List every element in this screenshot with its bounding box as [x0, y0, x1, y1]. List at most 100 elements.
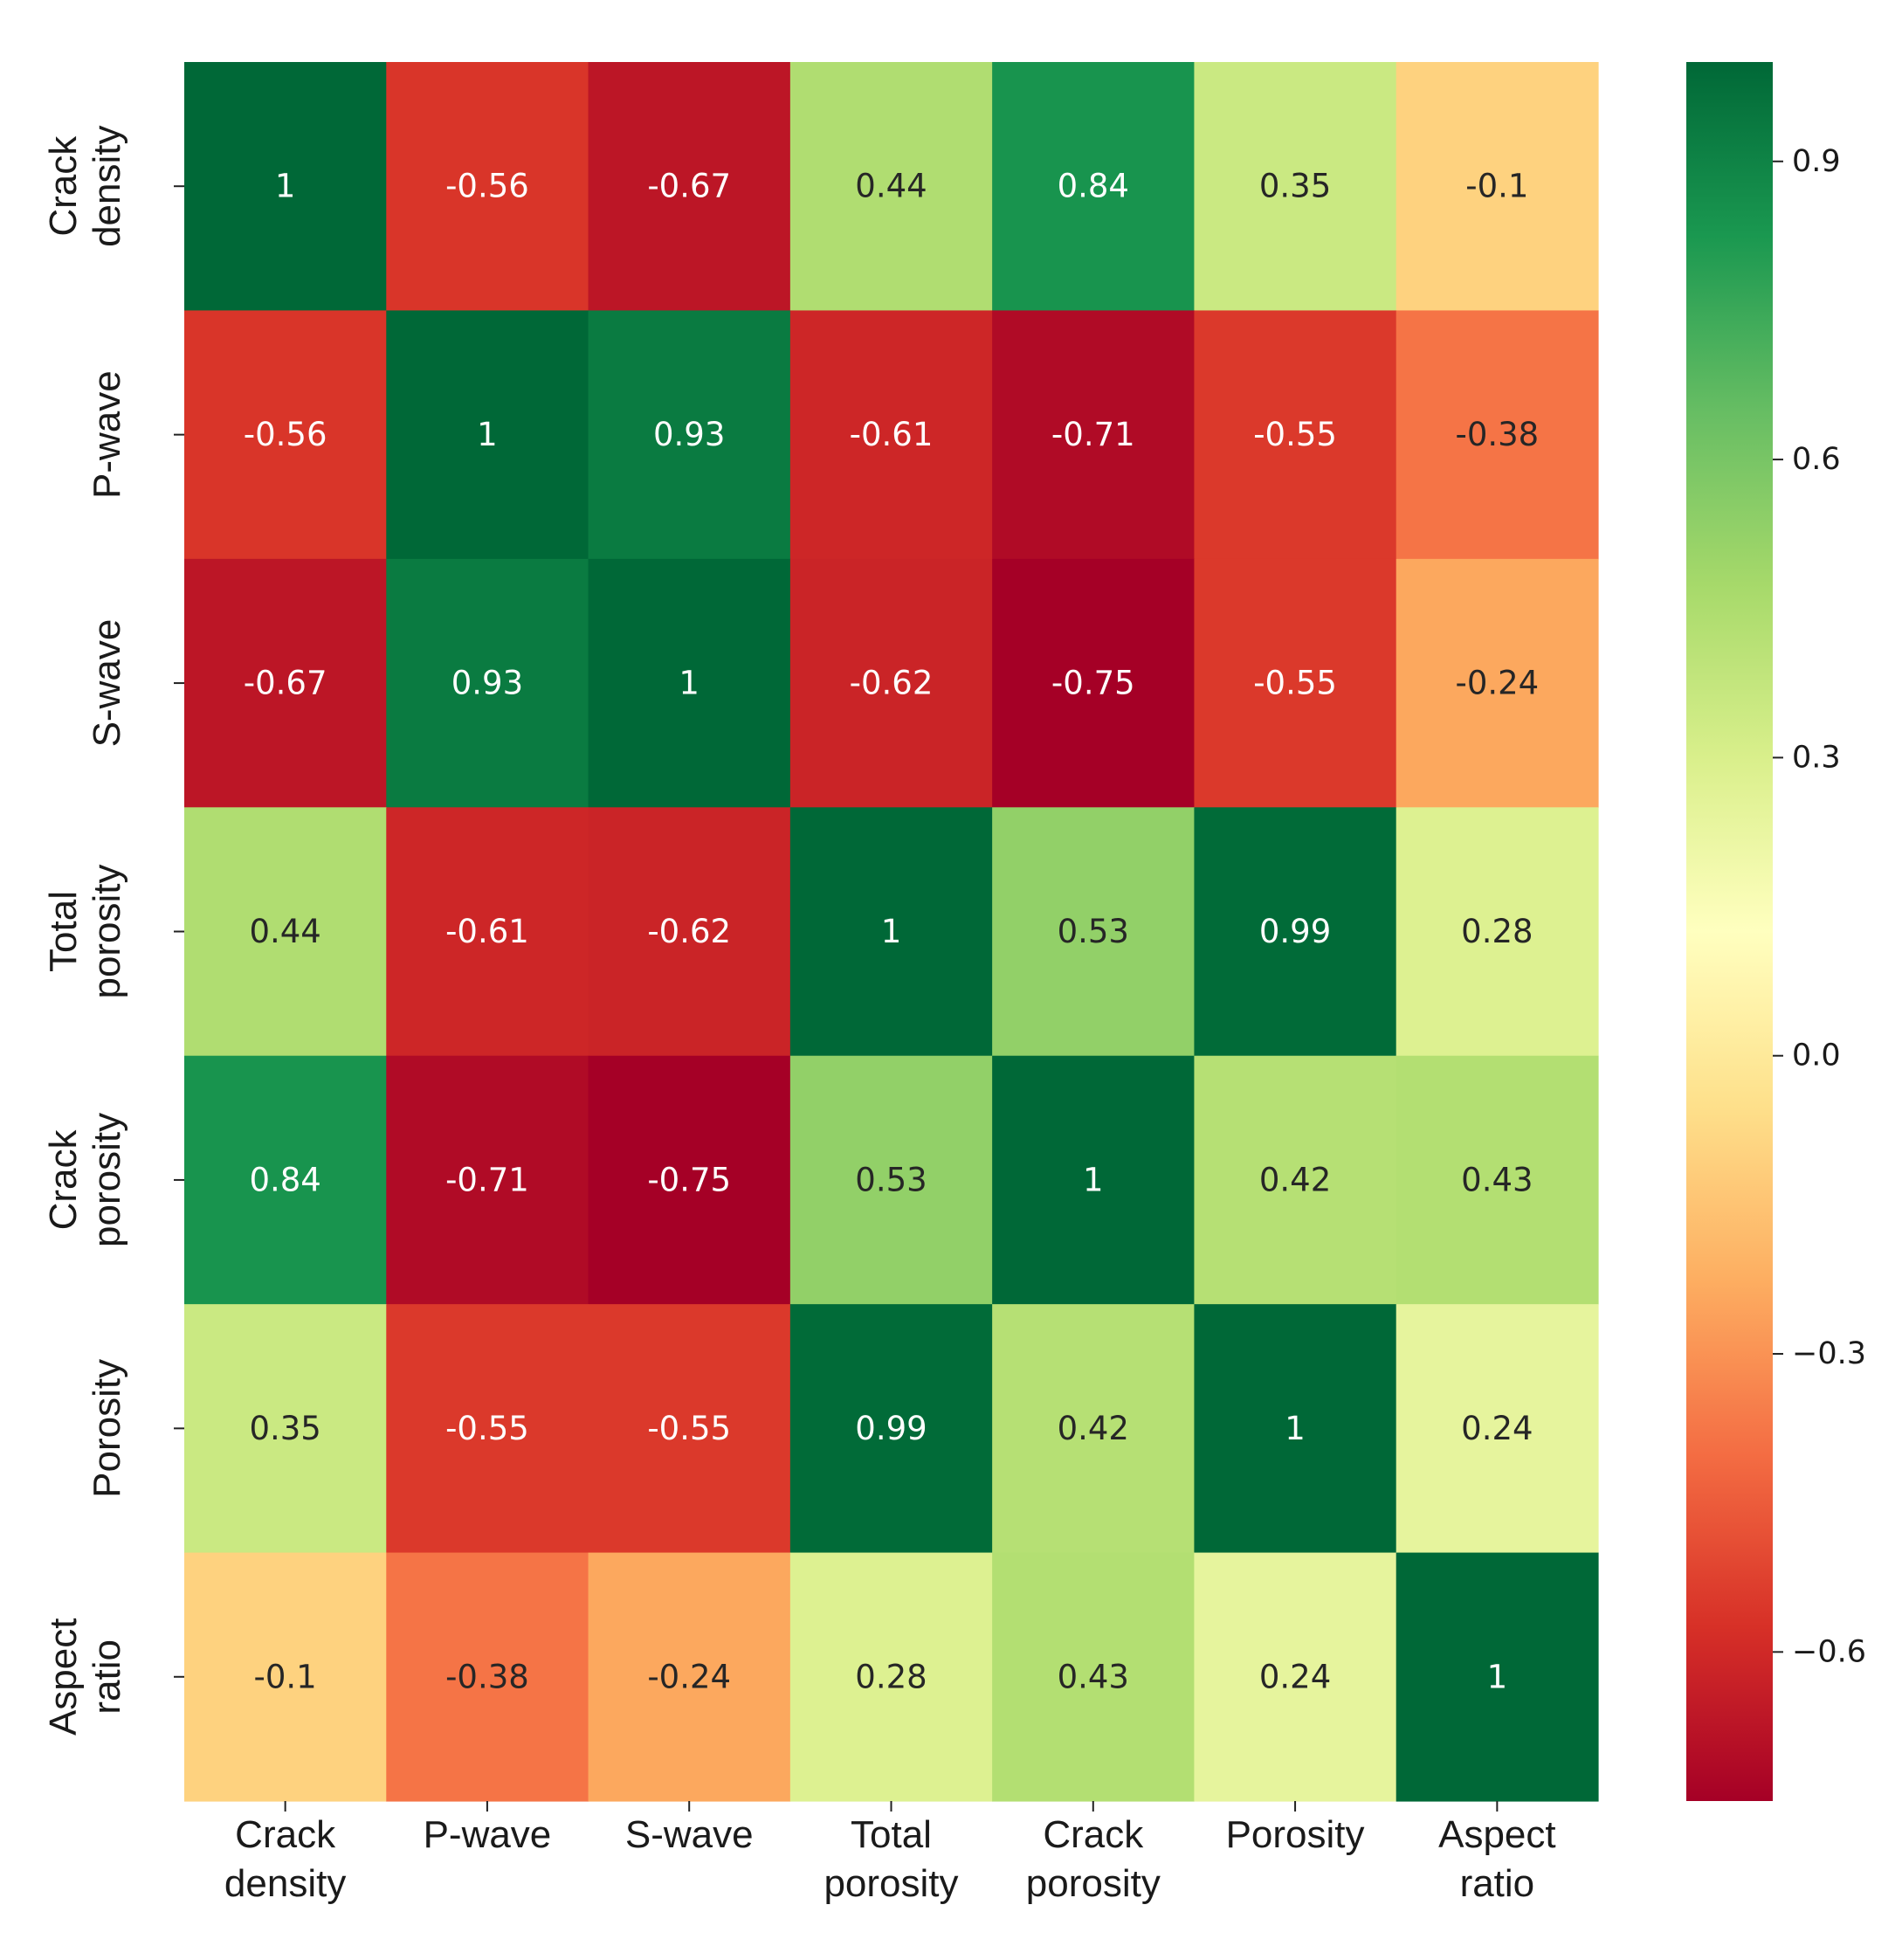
cell-value-label: -0.38 [1455, 416, 1539, 453]
heatmap-cell [386, 558, 589, 808]
cell-value-label: 0.84 [249, 1161, 320, 1198]
cell-value-label: -0.71 [445, 1161, 529, 1198]
cell-value-label: -0.38 [445, 1658, 529, 1695]
heatmap-cell [1395, 1055, 1599, 1305]
x-tick-label: Total porosity [824, 1813, 958, 1905]
heatmap-cell [992, 1552, 1196, 1802]
cell-value-label: 0.44 [855, 168, 927, 205]
x-tick-label-line: P-wave [424, 1813, 552, 1856]
cell-value-label: 0.93 [451, 665, 523, 702]
heatmap-cell [992, 558, 1196, 808]
cell-value-label: 1 [275, 168, 296, 205]
cell-value-label: 1 [477, 416, 498, 453]
cell-value-label: 1 [1487, 1658, 1508, 1695]
cell-value-label: -0.55 [1253, 665, 1337, 702]
cell-value-label: 0.43 [1461, 1161, 1533, 1198]
cell-value-label: 0.42 [1259, 1161, 1331, 1198]
x-tick-label-line: ratio [1460, 1862, 1535, 1905]
heatmap-cell [789, 1055, 993, 1305]
heatmap-cells [184, 62, 1599, 1802]
x-tick-label-line: porosity [824, 1862, 958, 1905]
y-tick-label: Crackdensity [42, 125, 128, 246]
cell-value-label: 0.99 [1259, 913, 1331, 950]
cell-value-label: -0.75 [647, 1161, 731, 1198]
heatmap-cell [588, 1055, 791, 1305]
colorbar-tick-label: 0.0 [1792, 1039, 1841, 1073]
cell-value-label: -0.61 [445, 913, 529, 950]
x-tick-label-line: density [224, 1862, 346, 1905]
cell-value-label: 1 [881, 913, 902, 950]
heatmap-cell [386, 1055, 589, 1305]
cell-value-label: -0.1 [254, 1658, 317, 1695]
y-tick-label-line: Total [42, 891, 85, 972]
heatmap-cell [588, 1552, 791, 1802]
heatmap-cell [184, 1055, 387, 1305]
cell-value-label: -0.56 [244, 416, 327, 453]
heatmap-cell [588, 807, 791, 1057]
heatmap-cell [386, 1304, 589, 1554]
heatmap-cell [992, 1304, 1196, 1554]
x-tick-label-line: Total [851, 1813, 932, 1856]
heatmap-cell [184, 1304, 387, 1554]
x-tick-label-line: Aspect [1438, 1813, 1556, 1856]
colorbar-tick-label: −0.6 [1792, 1634, 1866, 1669]
y-tick-label-line: porosity [86, 1113, 128, 1247]
heatmap-cell [588, 62, 791, 312]
heatmap-cell [588, 1304, 791, 1554]
cell-value-label: -0.1 [1465, 168, 1528, 205]
cell-value-label: 0.93 [653, 416, 725, 453]
heatmap-cell [386, 1552, 589, 1802]
colorbar-tick-label: 0.6 [1792, 442, 1841, 477]
y-tick-label-line: S-wave [86, 619, 128, 748]
x-tick-label: Porosity [1226, 1813, 1365, 1856]
heatmap-cell [1194, 62, 1397, 312]
heatmap-cell [789, 310, 993, 560]
cell-value-label: -0.75 [1051, 665, 1135, 702]
y-tick-label-line: density [86, 125, 128, 246]
cell-value-label: -0.61 [850, 416, 934, 453]
cell-value-label: 0.44 [249, 913, 320, 950]
cell-value-label: -0.55 [647, 1410, 731, 1447]
cell-value-label: 0.53 [1058, 913, 1129, 950]
x-tick-label-line: Crack [1043, 1813, 1144, 1856]
heatmap-cell [1395, 1552, 1599, 1802]
cell-value-label: -0.56 [445, 168, 529, 205]
cell-value-label: 0.35 [1259, 168, 1331, 205]
cell-value-label: -0.24 [647, 1658, 731, 1695]
heatmap-annotations: 1 -0.56 -0.67 0.44 0.84 0.35 -0.1 -0.56 1 0.93 -0.… [244, 168, 1539, 1696]
heatmap-cell [992, 310, 1196, 560]
heatmap-cell [789, 1304, 993, 1554]
heatmap-cell [1194, 310, 1397, 560]
cell-value-label: 0.28 [855, 1658, 927, 1695]
heatmap-cell [992, 1055, 1196, 1305]
cell-value-label: -0.62 [647, 913, 731, 950]
x-tick-label: P-wave [424, 1813, 552, 1856]
colorbar-tick-label: 0.3 [1792, 740, 1841, 775]
cell-value-label: 0.35 [249, 1410, 320, 1447]
heatmap-cell [386, 62, 589, 312]
heatmap-cell [992, 62, 1196, 312]
colorbar-tick-label: 0.9 [1792, 144, 1841, 179]
heatmap-cell [789, 558, 993, 808]
heatmap-cell [1395, 62, 1599, 312]
y-tick-label-line: Crack [42, 1128, 85, 1230]
heatmap-cell [184, 807, 387, 1057]
x-tick-label-line: Crack [235, 1813, 336, 1856]
heatmap-cell [184, 62, 387, 312]
heatmap-cell [184, 310, 387, 560]
x-tick-label-line: Porosity [1226, 1813, 1365, 1856]
cell-value-label: -0.71 [1051, 416, 1135, 453]
cell-value-label: 0.42 [1058, 1410, 1129, 1447]
heatmap-cell [1395, 807, 1599, 1057]
heatmap-cell [1194, 1055, 1397, 1305]
heatmap-cell [789, 1552, 993, 1802]
x-tick-label: Crack porosity [1026, 1813, 1161, 1905]
heatmap-cell [588, 558, 791, 808]
heatmap-cell [789, 62, 993, 312]
cell-value-label: 0.24 [1461, 1410, 1533, 1447]
y-tick-label-line: P-wave [86, 370, 128, 499]
cell-value-label: -0.24 [1455, 665, 1539, 702]
x-tick-label-line: S-wave [625, 1813, 754, 1856]
cell-value-label: -0.55 [1253, 416, 1337, 453]
